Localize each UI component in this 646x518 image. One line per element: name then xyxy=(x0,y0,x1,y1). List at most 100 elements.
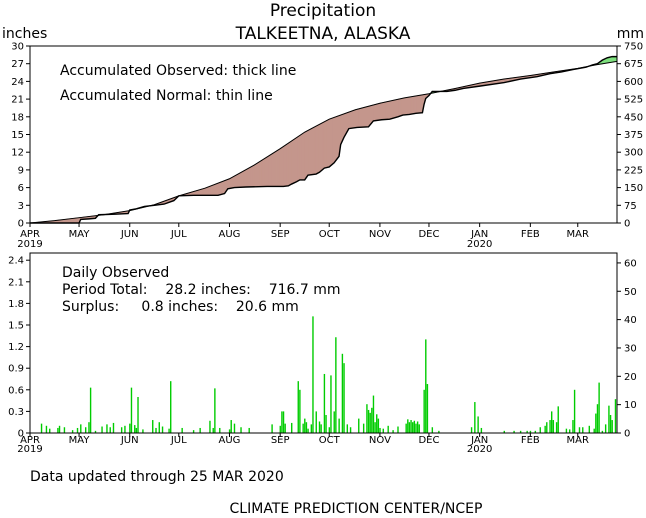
daily-precip-bar xyxy=(611,420,613,433)
daily-precip-bar xyxy=(477,416,479,433)
daily-precip-bar xyxy=(135,427,138,433)
daily-precip-bar xyxy=(595,413,597,433)
daily-precip-bar xyxy=(209,420,211,433)
x-month-label: MAR xyxy=(567,229,589,240)
daily-panel: 0 0.3 0.6 0.9 1.2 1.5 1.8 2.1 2.4 0 10 20 30 40 50 60 AP… xyxy=(8,252,637,455)
y-right-tick-label: 300 xyxy=(624,148,643,159)
x-month-label: APR xyxy=(20,435,40,446)
daily-precip-bar xyxy=(279,425,281,433)
x-month-label: MAY xyxy=(69,435,91,446)
x-month-label: APR xyxy=(20,229,40,240)
daily-precip-bar xyxy=(228,429,231,433)
daily-precip-bar xyxy=(565,428,568,433)
daily-precip-bar xyxy=(376,414,378,433)
daily-precip-bar xyxy=(124,425,126,433)
daily-precip-bar xyxy=(568,429,571,433)
daily-precip-bar xyxy=(362,423,365,433)
daily-precip-bar xyxy=(106,424,108,433)
daily-precip-bar xyxy=(281,411,283,433)
x-month-label: DEC xyxy=(418,229,439,240)
daily-precip-bar xyxy=(307,428,309,433)
x-year-label: 2019 xyxy=(17,444,42,455)
daily-precip-bar xyxy=(614,399,617,433)
daily-precip-bar xyxy=(88,422,90,433)
daily-precip-bar xyxy=(387,425,389,433)
daily-precip-bar xyxy=(57,427,59,433)
daily-precip-bar xyxy=(552,420,555,433)
daily-precip-bar xyxy=(142,429,144,433)
y-right-tick-label: 225 xyxy=(624,165,643,176)
daily-precip-bar xyxy=(181,427,183,433)
daily-precip-bar xyxy=(45,425,48,433)
daily-precip-bar xyxy=(379,427,381,433)
daily-precip-bar xyxy=(168,428,170,433)
daily-precip-bar xyxy=(423,389,425,433)
daily-precip-bar xyxy=(130,387,133,433)
daily-precip-bar xyxy=(578,427,581,433)
x-year-label: 2019 xyxy=(17,239,42,250)
daily-precip-bar xyxy=(323,373,326,433)
daily-precip-bar xyxy=(305,422,308,433)
daily-precip-bar xyxy=(513,430,515,433)
daily-precip-bar xyxy=(415,423,417,433)
daily-precip-bar xyxy=(161,426,164,433)
x-month-label: OCT xyxy=(319,229,341,240)
daily-precip-bar xyxy=(76,427,79,433)
y-right-tick-label: 0 xyxy=(624,219,630,230)
y-left-tick-label: 27 xyxy=(11,59,24,70)
daily-precip-bar xyxy=(310,424,313,433)
daily-precip-bar xyxy=(338,418,340,433)
daily-precip-bar xyxy=(129,423,131,433)
daily-precip-bar xyxy=(416,421,419,433)
daily-precip-bar xyxy=(412,422,414,433)
x-month-label: OCT xyxy=(319,435,341,446)
y-right-tick-label: 40 xyxy=(624,315,637,326)
daily-precip-bar xyxy=(320,424,322,433)
daily-precip-bar xyxy=(312,316,314,433)
daily-precip-bar xyxy=(84,427,87,433)
y-left-tick-label: 9 xyxy=(18,165,24,176)
y-right-tick-label: 20 xyxy=(624,372,637,383)
daily-precip-bar xyxy=(546,422,548,433)
daily-precip-bar xyxy=(71,430,74,433)
y-right-tick-label: 150 xyxy=(624,183,643,194)
daily-precip-bar xyxy=(284,423,286,433)
y-right-tick-label: 75 xyxy=(624,201,637,212)
station-name: TALKEETNA, ALASKA xyxy=(235,24,411,44)
observed-accumulation-line xyxy=(30,55,617,224)
daily-precip-bar xyxy=(544,425,546,433)
daily-precip-bar xyxy=(407,419,409,433)
daily-precip-bar xyxy=(343,363,345,433)
x-month-label: JUN xyxy=(120,229,139,240)
daily-precip-bar xyxy=(601,430,604,433)
daily-precip-bar xyxy=(233,423,236,433)
y-left-tick-label: 15 xyxy=(11,130,24,141)
daily-precip-bar xyxy=(582,427,584,433)
daily-precip-bar xyxy=(89,387,92,433)
daily-precip-bar xyxy=(426,384,429,433)
daily-precip-bar xyxy=(593,428,595,433)
x-month-label: MAR xyxy=(567,435,589,446)
daily-precip-bar xyxy=(608,405,610,433)
daily-precip-bar xyxy=(367,409,370,433)
daily-precip-bar xyxy=(371,407,373,433)
y-left-tick-label: 21 xyxy=(11,95,24,106)
x-month-label: JAN xyxy=(470,229,488,240)
daily-precip-bar xyxy=(304,418,306,433)
y-right-tick-label: 600 xyxy=(624,77,643,88)
daily-precip-bar xyxy=(382,428,384,433)
y-left-tick-label: 0.6 xyxy=(8,385,24,396)
daily-precip-bar xyxy=(503,430,505,433)
daily-precip-bar xyxy=(431,427,434,433)
daily-precip-bar xyxy=(214,388,216,433)
daily-precip-bar xyxy=(470,427,473,433)
daily-precip-bar xyxy=(392,430,394,433)
x-month-label: AUG xyxy=(219,435,241,446)
data-updated-text: Data updated through 25 MAR 2020 xyxy=(30,469,284,485)
x-month-label: FEB xyxy=(521,435,540,446)
daily-precip-bar xyxy=(271,424,273,433)
daily-precip-bar xyxy=(397,426,399,433)
x-month-label: MAY xyxy=(69,229,91,240)
daily-observed-label: Daily Observed xyxy=(62,265,169,281)
